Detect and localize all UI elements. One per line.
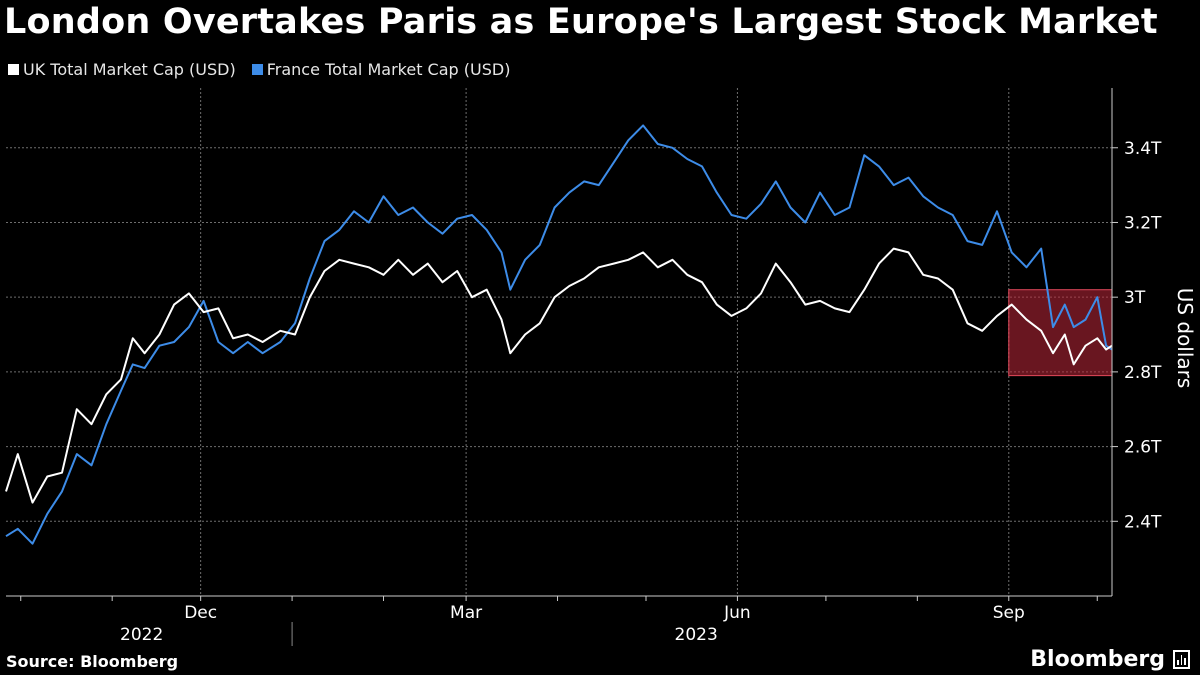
legend-label-france: France Total Market Cap (USD) <box>266 60 511 79</box>
legend-item-uk: UK Total Market Cap (USD) <box>8 60 236 79</box>
chart-icon <box>1173 650 1190 669</box>
bloomberg-logo: Bloomberg <box>1030 647 1190 672</box>
y-tick-label: 3.4T <box>1124 139 1162 159</box>
legend-label-uk: UK Total Market Cap (USD) <box>23 60 236 79</box>
series-lines <box>5 124 1113 545</box>
x-tick-label: Sep <box>993 603 1025 623</box>
highlight-region <box>1008 289 1113 377</box>
year-label: 2022 <box>120 625 163 645</box>
source-note: Source: Bloomberg <box>6 652 179 671</box>
highlight-box <box>1008 289 1113 377</box>
legend-item-france: France Total Market Cap (USD) <box>251 60 511 79</box>
y-tick-label: 2.4T <box>1124 512 1162 532</box>
y-tick-label: 2.6T <box>1124 438 1162 458</box>
x-tick-label: Jun <box>723 603 751 623</box>
brand-name: Bloomberg <box>1030 647 1165 672</box>
legend-swatch-france <box>251 64 263 75</box>
legend: UK Total Market Cap (USD) France Total M… <box>8 60 510 79</box>
year-label: 2023 <box>675 625 718 645</box>
y-tick-label: 2.8T <box>1124 363 1162 383</box>
x-tick-label: Mar <box>450 603 482 623</box>
y-axis-label: US dollars <box>1173 288 1197 389</box>
france-series-line <box>5 124 1113 545</box>
y-tick-label: 3.2T <box>1124 213 1162 233</box>
axes: 2.4T 2.6T 2.8T 3T 3.2T 3.4T Dec Mar Jun Sep 2022 20… <box>6 88 1162 646</box>
x-tick-label: Dec <box>184 603 217 623</box>
chart-title: London Overtakes Paris as Europe's Large… <box>4 2 1158 42</box>
gridlines <box>6 88 1112 596</box>
y-tick-label: 3T <box>1124 288 1146 308</box>
uk-series-line <box>5 247 1113 504</box>
legend-swatch-uk <box>8 64 19 75</box>
